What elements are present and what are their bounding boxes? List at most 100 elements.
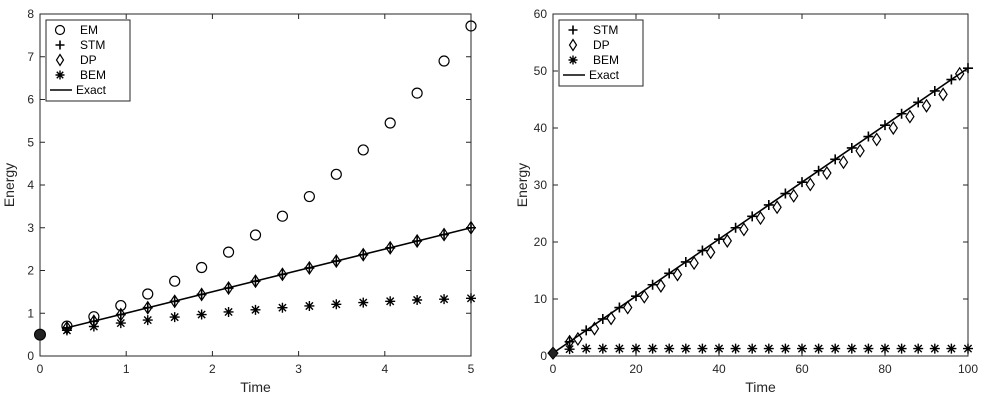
em-point	[249, 229, 262, 241]
y-tick-label: 50	[534, 64, 548, 78]
x-tick-label: 60	[795, 362, 809, 376]
x-tick-label: 1	[123, 362, 130, 376]
y-tick-label: 30	[534, 178, 548, 192]
x-tick-label: 20	[629, 362, 643, 376]
dp-point	[855, 143, 865, 158]
bem-point	[439, 294, 450, 305]
dp-point	[788, 188, 799, 203]
x-axis-label: Time	[745, 379, 776, 395]
x-tick-label: 80	[878, 362, 892, 376]
y-tick-label: 0	[540, 349, 547, 363]
em-point	[438, 55, 450, 67]
dp-point	[439, 227, 449, 242]
legend-label: EM	[80, 23, 98, 37]
y-tick-label: 10	[534, 292, 548, 306]
legend-diamond-icon	[568, 38, 578, 52]
legend-label: DP	[80, 53, 97, 67]
dp-point	[277, 267, 288, 282]
bem-point	[358, 297, 369, 308]
bem-point	[880, 343, 890, 354]
y-tick-label: 3	[27, 221, 34, 235]
dp-point	[672, 267, 683, 282]
legend-asterisk-icon	[568, 55, 578, 65]
initial-point	[34, 328, 46, 341]
series-em	[61, 20, 477, 332]
x-tick-label: 0	[550, 362, 557, 376]
x-tick-label: 100	[958, 362, 978, 376]
em-point	[222, 246, 235, 258]
dp-point	[656, 278, 666, 293]
y-axis-label: Energy	[514, 163, 530, 207]
bem-point	[697, 343, 708, 354]
bem-point	[830, 343, 841, 354]
bem-point	[647, 343, 658, 354]
bem-point	[780, 343, 791, 354]
bem-point	[581, 343, 592, 354]
legend-label: STM	[80, 38, 105, 52]
y-tick-label: 4	[27, 178, 34, 192]
dp-point	[639, 289, 650, 304]
y-tick-label: 1	[27, 306, 34, 320]
bem-point	[61, 325, 72, 336]
x-tick-label: 3	[295, 362, 302, 376]
x-tick-label: 5	[468, 362, 475, 376]
legend-label: BEM	[80, 68, 106, 82]
initial-point	[547, 346, 559, 360]
dp-point	[622, 300, 633, 315]
dp-point	[921, 98, 932, 113]
dp-point	[223, 280, 234, 296]
bem-point	[385, 296, 396, 307]
legend-diamond-icon	[55, 53, 65, 67]
em-point	[142, 288, 154, 300]
dp-point	[606, 311, 616, 326]
series-bem	[564, 343, 973, 355]
series-exact	[66, 226, 472, 329]
dp-point	[573, 331, 583, 346]
dp-point	[358, 247, 368, 262]
bem-point	[763, 343, 774, 354]
x-tick-label: 40	[712, 362, 726, 376]
legend-label: Exact	[589, 68, 620, 82]
dp-point	[822, 165, 832, 181]
exact-line	[552, 67, 969, 354]
y-tick-label: 5	[27, 135, 34, 149]
dp-point	[385, 240, 395, 255]
y-tick-label: 8	[27, 7, 34, 21]
dp-point	[888, 120, 899, 136]
dp-point	[722, 233, 733, 248]
legend-label: DP	[593, 38, 610, 52]
bem-point	[631, 343, 641, 354]
y-tick-label: 60	[534, 7, 548, 21]
bem-point	[946, 343, 957, 354]
bem-point	[331, 299, 342, 310]
bem-point	[846, 343, 857, 354]
bem-point	[169, 312, 180, 323]
bem-point	[277, 302, 288, 313]
y-tick-label: 40	[534, 121, 548, 135]
y-tick-label: 0	[27, 349, 34, 363]
dp-point	[838, 155, 849, 170]
bem-point	[223, 306, 234, 317]
em-point	[196, 261, 208, 274]
bem-point	[564, 344, 575, 355]
em-point	[465, 20, 477, 32]
legend-label: BEM	[593, 53, 619, 67]
bem-point	[597, 343, 608, 354]
series-dp	[564, 66, 965, 349]
legend-label: Exact	[76, 83, 107, 97]
y-tick-label: 6	[27, 93, 34, 107]
dp-point	[196, 287, 207, 302]
dp-point	[689, 256, 699, 271]
x-axis-label: Time	[240, 379, 271, 395]
dp-point	[805, 177, 816, 192]
em-point	[411, 87, 423, 99]
bem-point	[963, 343, 973, 354]
legend-label: STM	[593, 23, 618, 37]
em-point	[276, 210, 289, 222]
dp-point	[304, 260, 315, 276]
bem-point	[863, 343, 874, 354]
y-tick-label: 2	[27, 264, 34, 278]
